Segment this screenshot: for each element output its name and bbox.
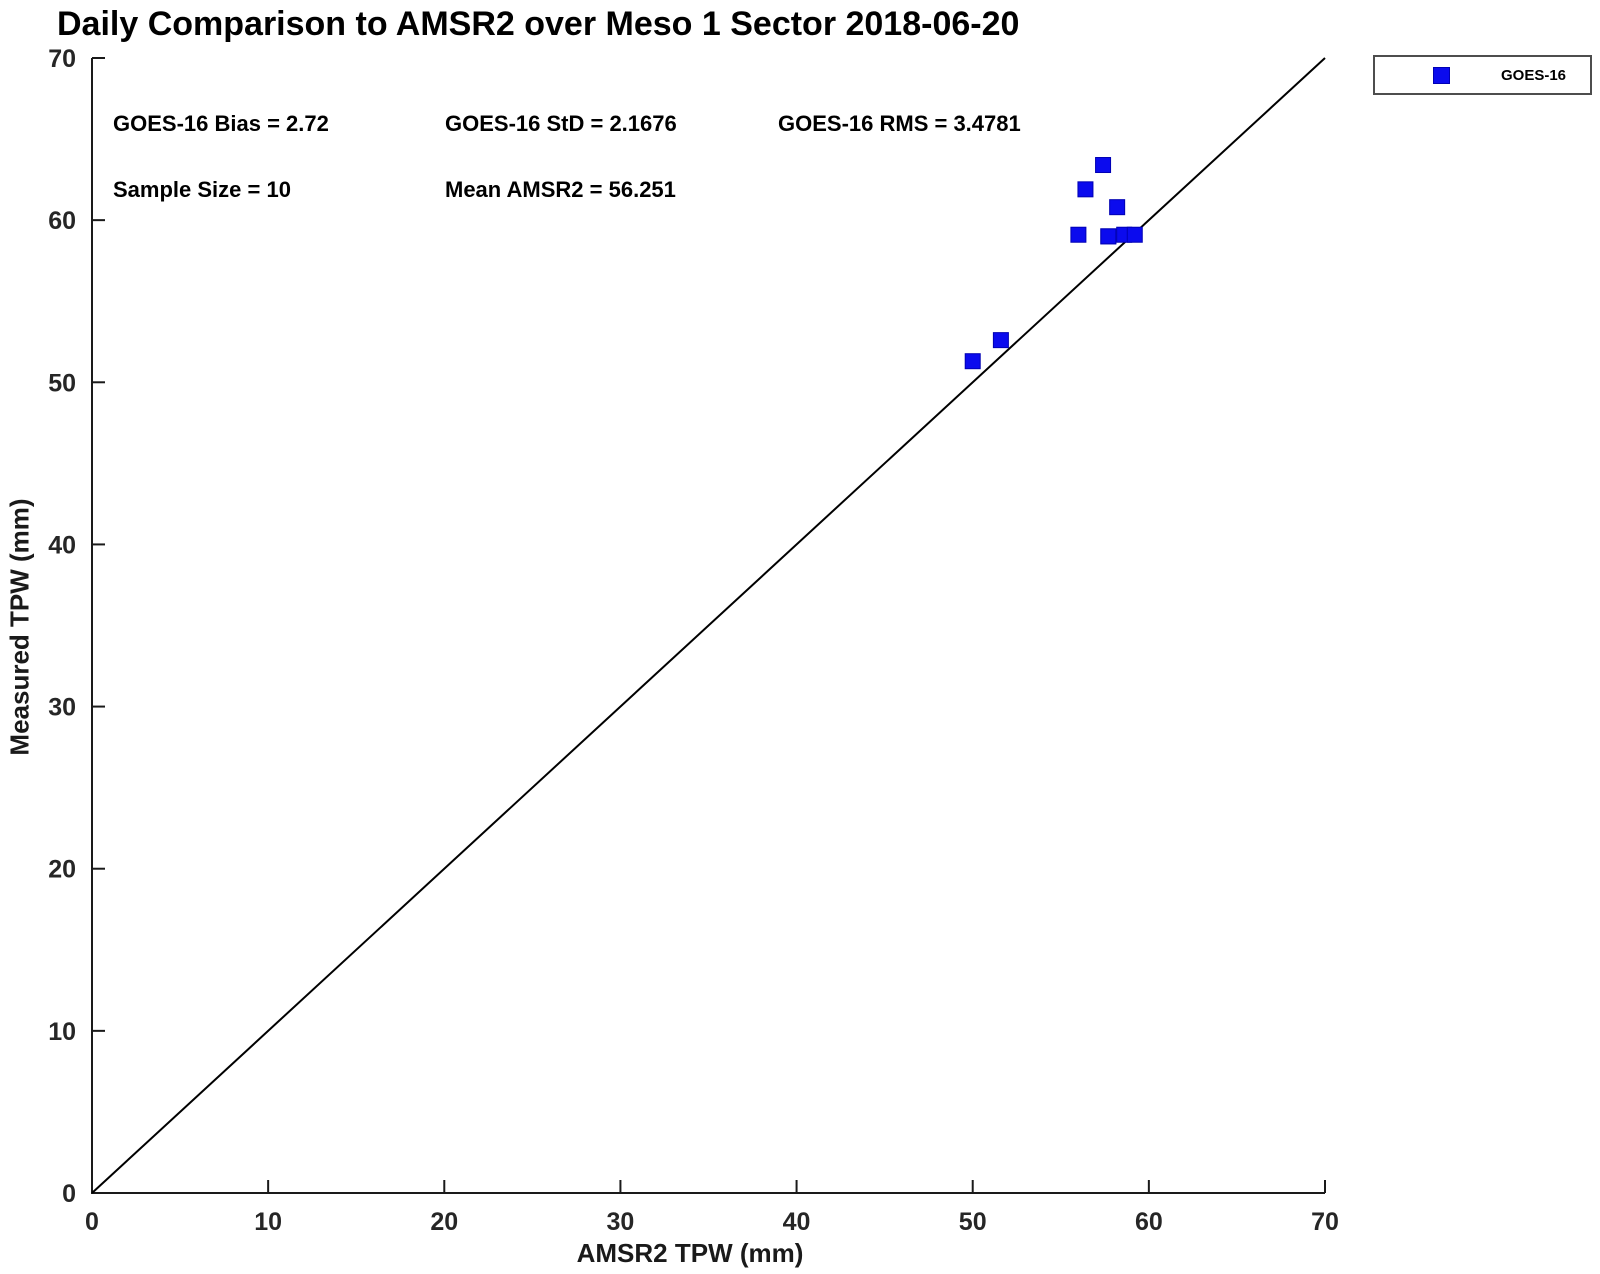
data-point-marker: [1077, 181, 1094, 198]
y-axis-tick-label: 10: [48, 1018, 76, 1046]
data-point-marker: [1109, 199, 1126, 216]
x-axis-tick-label: 50: [959, 1208, 987, 1236]
x-axis-tick-label: 70: [1311, 1208, 1339, 1236]
data-point-marker: [992, 332, 1009, 349]
annotation-mean-amsr2: Mean AMSR2 = 56.251: [445, 177, 676, 202]
annotation-sample-size: Sample Size = 10: [113, 177, 291, 202]
y-axis-tick-label: 0: [62, 1180, 76, 1208]
x-axis-tick-label: 0: [85, 1208, 99, 1236]
annotation-std: GOES-16 StD = 2.1676: [445, 111, 677, 136]
x-axis-tick-label: 60: [1135, 1208, 1163, 1236]
x-axis-tick-label: 40: [783, 1208, 811, 1236]
x-axis-tick-label: 10: [254, 1208, 282, 1236]
y-axis-tick-label: 60: [48, 207, 76, 235]
data-point-marker: [1070, 226, 1087, 243]
y-axis-tick-label: 70: [48, 45, 76, 73]
goes16-square-marker-icon: [1433, 66, 1450, 84]
y-axis-tick-label: 40: [48, 531, 76, 559]
data-point-marker: [964, 353, 981, 370]
x-axis-label: AMSR2 TPW (mm): [576, 1238, 804, 1268]
data-point-marker: [1100, 228, 1117, 245]
legend-box: GOES-16: [1373, 55, 1592, 95]
data-point-marker: [1095, 157, 1112, 174]
y-axis-tick-label: 30: [48, 694, 76, 722]
annotation-bias: GOES-16 Bias = 2.72: [113, 111, 329, 136]
chart-title: Daily Comparison to AMSR2 over Meso 1 Se…: [57, 5, 1020, 43]
annotation-rms: GOES-16 RMS = 3.4781: [778, 111, 1021, 136]
data-point-marker: [1126, 226, 1143, 243]
legend-entry-label: GOES-16: [1501, 66, 1567, 84]
y-axis-tick-label: 20: [48, 856, 76, 884]
identity-line: [91, 57, 1326, 1194]
x-axis-tick-label: 30: [607, 1208, 635, 1236]
x-axis-tick-label: 20: [430, 1208, 458, 1236]
y-axis-label: Measured TPW (mm): [4, 498, 35, 756]
y-axis-tick-label: 50: [48, 369, 76, 397]
